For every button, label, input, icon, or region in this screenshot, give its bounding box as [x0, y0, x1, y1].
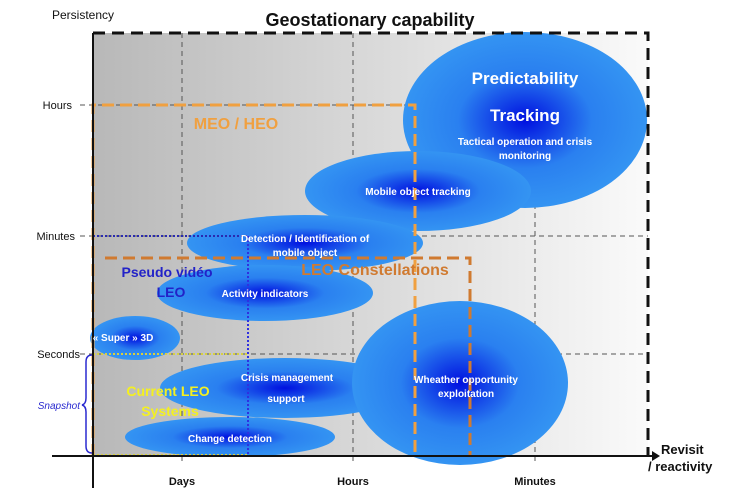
x-axis-label-line2: / reactivity	[648, 459, 713, 474]
diagram-title: Geostationary capability	[265, 10, 474, 30]
leo-constellations-box	[105, 256, 472, 456]
current-leo-label-line2: Systems	[141, 403, 199, 419]
current-leo-label-line1: Current LEO	[126, 383, 209, 399]
leo-constellations-label: LEO Constellations	[301, 262, 449, 279]
predictability-title: Predictability	[472, 69, 579, 88]
crisis-label-line2: support	[267, 394, 305, 405]
x-axis-label-line1: Revisit	[661, 442, 704, 457]
snapshot-brace	[81, 354, 93, 454]
bubble-crisis	[160, 358, 410, 418]
activity-label: Activity indicators	[222, 289, 309, 300]
tracking-title: Tracking	[490, 106, 560, 125]
y-tick-minutes: Minutes	[36, 231, 75, 243]
pseudo-video-label-line1: Pseudo vidéo	[121, 264, 212, 280]
super3d-label: « Super » 3D	[93, 333, 154, 344]
bubble-activity	[157, 265, 373, 321]
pseudo-video-label-line2: LEO	[157, 284, 186, 300]
change-detection-label: Change detection	[188, 434, 272, 445]
x-axis-arrow-icon	[652, 451, 660, 461]
geostationary-frame	[93, 31, 650, 456]
predictability-line2: monitoring	[499, 151, 551, 162]
predictability-line1: Tactical operation and crisis	[458, 137, 593, 148]
detection-label-line2: mobile object	[273, 248, 338, 259]
mobile-tracking-label: Mobile object tracking	[365, 187, 471, 198]
y-axis-label: Persistency	[52, 8, 114, 22]
weather-label-line2: exploitation	[438, 389, 494, 400]
x-tick-days: Days	[169, 476, 195, 488]
bubble-weather	[352, 301, 568, 465]
bubble-super3d	[90, 316, 180, 360]
y-tick-seconds: Seconds	[37, 349, 80, 361]
weather-label-line1: Wheather opportunity	[414, 375, 518, 386]
detection-label-line1: Detection / Identification of	[241, 234, 370, 245]
meo-heo-box	[91, 103, 417, 456]
bubble-mobile-tracking	[305, 151, 531, 231]
bubble-change-detection	[125, 417, 335, 457]
x-tick-hours: Hours	[337, 476, 369, 488]
x-tick-minutes: Minutes	[514, 476, 556, 488]
snapshot-label: Snapshot	[38, 401, 81, 412]
meo-heo-label: MEO / HEO	[194, 116, 278, 133]
crisis-label-line1: Crisis management	[241, 373, 334, 384]
y-tick-hours: Hours	[43, 100, 73, 112]
